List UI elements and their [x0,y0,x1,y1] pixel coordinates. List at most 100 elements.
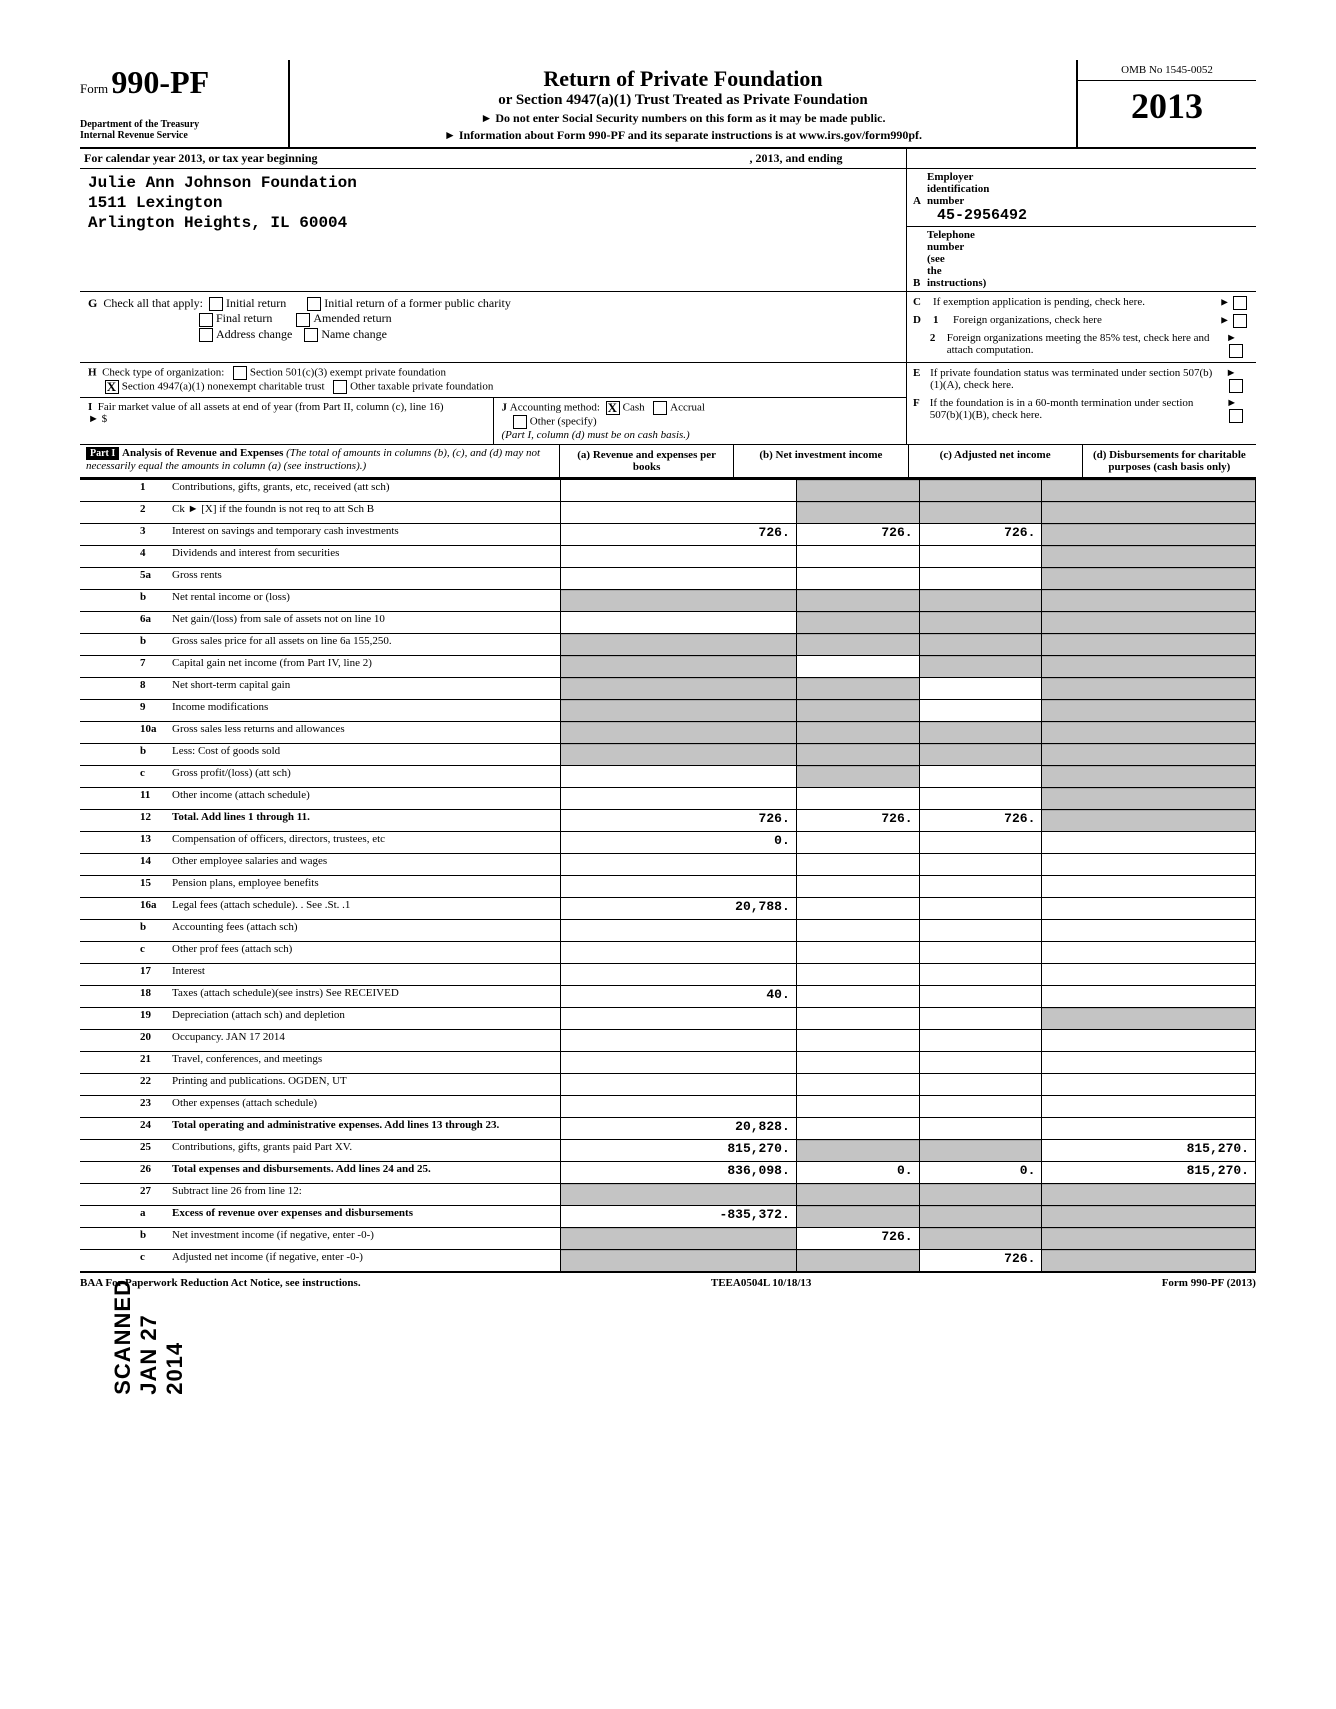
checkbox-d1[interactable] [1233,314,1247,328]
cell-c [919,942,1042,964]
checkbox-name-change[interactable] [304,328,318,342]
cell-a [560,590,796,612]
cell-d [1042,898,1256,920]
footer-right: Form 990-PF (2013) [1162,1277,1256,1289]
cell-a [560,788,796,810]
cell-c [919,1118,1042,1140]
block-e: EIf private foundation status was termin… [913,365,1250,395]
cell-c [919,568,1042,590]
e-label: If private foundation status was termina… [930,367,1219,391]
h-opt2: Section 4947(a)(1) nonexempt charitable … [122,381,325,393]
table-row: b Net rental income or (loss) [80,590,1256,612]
cell-d [1042,766,1256,788]
cell-b [796,876,919,898]
row-label: 7 Capital gain net income (from Part IV,… [80,656,560,678]
cd-right: CIf exemption application is pending, ch… [906,292,1256,362]
form-label: Form [80,81,108,96]
checkbox-501c3[interactable] [233,366,247,380]
cell-c [919,1074,1042,1096]
checkbox-initial-return[interactable] [209,297,223,311]
checkbox-initial-former[interactable] [307,297,321,311]
checkbox-accrual[interactable] [653,401,667,415]
table-row: 12 Total. Add lines 1 through 11.726.726… [80,810,1256,832]
cell-a: -835,372. [560,1206,796,1228]
row-label: 21 Travel, conferences, and meetings [80,1052,560,1074]
omb-number: OMB No 1545-0052 [1078,60,1256,81]
table-row: c Gross profit/(loss) (att sch) [80,766,1256,788]
cell-c [919,1206,1042,1228]
part1-header-row: Part I Analysis of Revenue and Expenses … [80,445,1256,479]
form-note2: ► Information about Form 990-PF and its … [300,128,1066,143]
name-line3: Arlington Heights, IL 60004 [88,213,898,233]
cell-d [1042,986,1256,1008]
table-row: 27 Subtract line 26 from line 12: [80,1184,1256,1206]
table-row: 13 Compensation of officers, directors, … [80,832,1256,854]
cell-b [796,986,919,1008]
cell-b [796,788,919,810]
row-label: 5a Gross rents [80,568,560,590]
j-other: Other (specify) [530,416,597,428]
g-opt-2: Address change [216,327,292,341]
block-b: BTelephone number (see the instructions) [907,227,1256,291]
cell-c [919,1184,1042,1206]
checkbox-other-tax[interactable] [333,380,347,394]
cell-b: 0. [796,1162,919,1184]
cell-a [560,1052,796,1074]
ein-value: 45-2956492 [913,207,1250,224]
checkbox-c[interactable] [1233,296,1247,310]
g-label: Check all that apply: [103,296,203,310]
row-label: 26 Total expenses and disbursements. Add… [80,1162,560,1184]
cal-begin: For calendar year 2013, or tax year begi… [80,149,686,168]
cell-b [796,898,919,920]
checkbox-d2[interactable] [1229,344,1243,358]
header-middle: Return of Private Foundation or Section … [290,60,1076,147]
cell-c [919,1008,1042,1030]
checkbox-amended[interactable] [296,313,310,327]
row-label: 25 Contributions, gifts, grants paid Par… [80,1140,560,1162]
cell-d [1042,810,1256,832]
checkbox-final-return[interactable] [199,313,213,327]
cell-d [1042,1250,1256,1272]
c-label: If exemption application is pending, che… [933,296,1145,308]
row-label: 22 Printing and publications. OGDEN, UT [80,1074,560,1096]
j-accrual: Accrual [670,402,705,414]
cell-c [919,898,1042,920]
header-right: OMB No 1545-0052 2013 [1076,60,1256,147]
cell-d [1042,590,1256,612]
checkbox-address-change[interactable] [199,328,213,342]
form-title: Return of Private Foundation [300,66,1066,92]
row-label: b Net investment income (if negative, en… [80,1228,560,1250]
checkbox-other-method[interactable] [513,415,527,429]
row-label: 17 Interest [80,964,560,986]
cell-c [919,964,1042,986]
checkbox-4947a1[interactable] [105,380,119,394]
checkbox-f[interactable] [1229,409,1243,423]
cell-b: 726. [796,810,919,832]
row-label: b Accounting fees (attach sch) [80,920,560,942]
cell-a [560,1008,796,1030]
table-row: 15 Pension plans, employee benefits [80,876,1256,898]
hij-ef-block: H Check type of organization: Section 50… [80,363,1256,445]
checkbox-cash[interactable] [606,401,620,415]
cell-c [919,766,1042,788]
cell-d [1042,480,1256,502]
cell-d: 815,270. [1042,1140,1256,1162]
cell-d [1042,854,1256,876]
cell-c [919,854,1042,876]
ij-row: I Fair market value of all assets at end… [80,398,906,444]
cell-a [560,634,796,656]
row-label: 11 Other income (attach schedule) [80,788,560,810]
g-opt-5: Name change [321,327,387,341]
j-label: Accounting method: [510,402,600,414]
cell-d [1042,1030,1256,1052]
row-label: a Excess of revenue over expenses and di… [80,1206,560,1228]
cell-b [796,678,919,700]
checkbox-e[interactable] [1229,379,1243,393]
row-label: 4 Dividends and interest from securities [80,546,560,568]
row-label: c Adjusted net income (if negative, ente… [80,1250,560,1272]
cell-d [1042,722,1256,744]
table-row: 4 Dividends and interest from securities [80,546,1256,568]
col-a-header: (a) Revenue and expenses per books [560,445,734,477]
table-row: 10a Gross sales less returns and allowan… [80,722,1256,744]
name-ab-block: Julie Ann Johnson Foundation 1511 Lexing… [80,169,1256,292]
